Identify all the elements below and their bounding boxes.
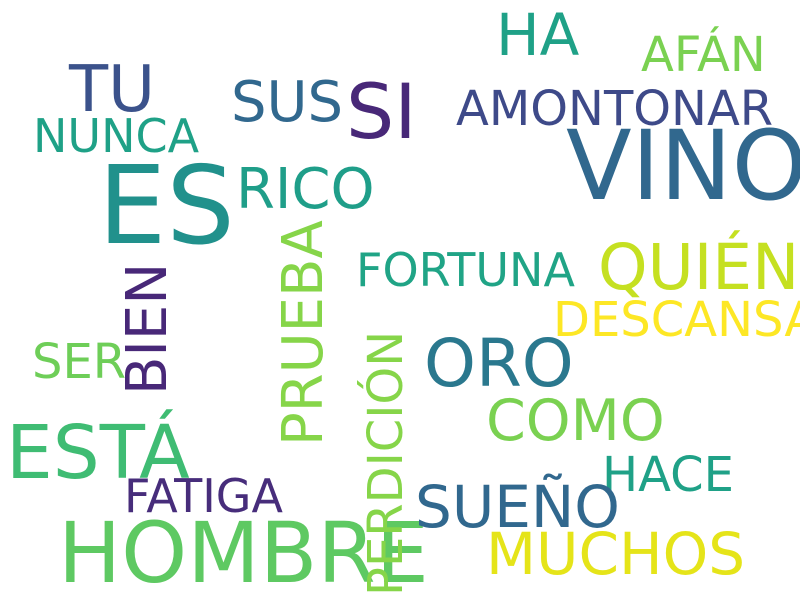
word-muchos: MUCHOS — [486, 520, 746, 588]
word-ha: HA — [496, 1, 580, 69]
word-es: ES — [98, 144, 235, 269]
word-afan: AFÁN — [641, 27, 766, 83]
word-hace: HACE — [602, 447, 734, 503]
word-oro: ORO — [424, 325, 574, 402]
word-rico: RICO — [236, 157, 375, 222]
word-descansa: DESCANSA — [553, 292, 800, 348]
word-esta: ESTÁ — [6, 410, 190, 496]
word-fortuna: FORTUNA — [356, 243, 575, 297]
word-si: SI — [346, 67, 417, 156]
word-vino: VINO — [566, 110, 800, 222]
word-ser: SER — [32, 334, 127, 390]
word-amontonar: AMONTONAR — [456, 81, 774, 137]
word-sus: SUS — [231, 70, 344, 135]
word-fatiga: FATIGA — [124, 469, 283, 523]
word-hombre: HOMBRE — [58, 504, 429, 600]
word-quien: QUIÉN — [598, 231, 800, 304]
word-como: COMO — [486, 388, 665, 454]
word-prueba: PRUEBA — [271, 220, 336, 446]
word-perdicion: PERDICIÓN — [358, 330, 414, 596]
word-tu: TU — [69, 53, 155, 127]
word-nunca: NUNCA — [33, 109, 200, 163]
word-bien: BIEN — [115, 262, 180, 395]
word-sueno: SUEÑO — [415, 473, 620, 541]
